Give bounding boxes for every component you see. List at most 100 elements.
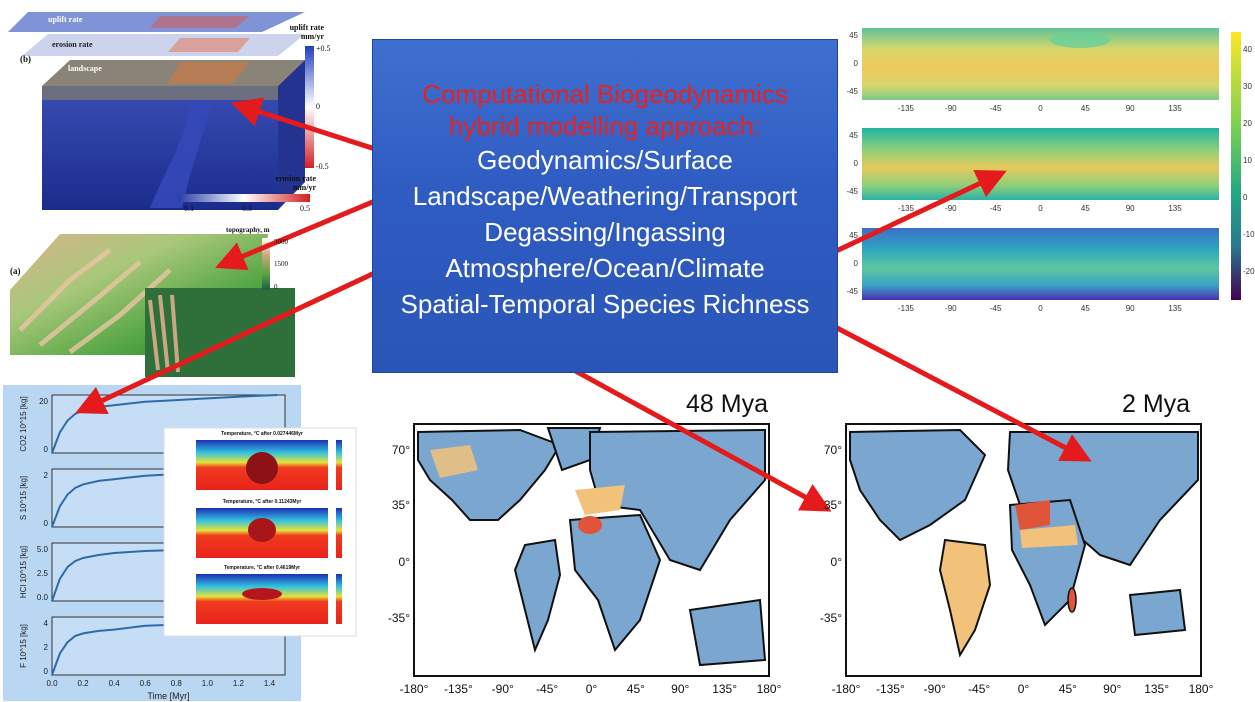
degassing-ytick-label: 4 [44, 619, 49, 628]
degassing-point [113, 628, 115, 631]
block-side-face [278, 60, 305, 210]
warm-region [575, 485, 625, 515]
temperature-panels [163, 427, 357, 637]
arrow-to-topography [215, 195, 383, 271]
uplift-colorbar [305, 46, 314, 168]
climate-xtick-label: -135 [897, 104, 914, 113]
degassing-point [97, 630, 100, 632]
degassing-ytick-label: 5.0 [37, 545, 49, 554]
world-ytick-label: 70° [391, 443, 410, 457]
climate-xtick-label: 45 [1080, 204, 1090, 213]
climate-colorbar-tick: 10 [1243, 156, 1252, 165]
degassing-point [66, 566, 69, 568]
climate-xtick-label: -135 [897, 204, 914, 213]
australia-antarctica [688, 598, 767, 667]
topo-front-terrain [145, 288, 295, 377]
magma-body [248, 518, 276, 542]
degassing-xtick-label: 1.4 [264, 679, 276, 688]
australia [1128, 588, 1187, 637]
degassing-point [144, 401, 146, 403]
world-xtick-label: -180° [399, 682, 429, 696]
temperature-panel [196, 508, 342, 558]
climate-ytick-label: -45 [846, 87, 858, 96]
map-title-2mya: 2 Mya [1122, 390, 1191, 418]
warm-band [1020, 525, 1078, 548]
climate-colorbar [1231, 32, 1241, 300]
world-ytick-label: 35° [391, 498, 410, 512]
world-xtick-label: 135° [1144, 682, 1170, 696]
degassing-point [59, 652, 61, 655]
degassing-point [276, 394, 279, 396]
degassing-xtick-label: 0.8 [171, 679, 183, 688]
topo-colorbar [262, 238, 270, 290]
degassing-point [66, 641, 69, 643]
degassing-point [113, 404, 115, 407]
degassing-point [59, 431, 61, 434]
climate-xtick-label: -45 [989, 104, 1002, 113]
world-ytick-label: -35° [387, 611, 410, 625]
degassing-point [144, 475, 146, 477]
temperature-colorbar [336, 440, 342, 490]
world-ytick-label: 0° [398, 555, 410, 569]
climate-ytick-label: 45 [849, 131, 858, 140]
climate-xtick-label: 0 [1038, 104, 1043, 113]
degassing-xtick-label: 0.4 [109, 679, 121, 688]
degassing-point [82, 632, 84, 635]
center-title-line2: hybrid modelling approach: [448, 111, 762, 141]
map-title-48mya: 48 Mya [686, 390, 768, 418]
degassing-point [51, 600, 53, 602]
climate-colorbar-tick: -20 [1243, 267, 1255, 276]
climate-xtick-label: -90 [945, 204, 957, 213]
climate-xtick-label: 0 [1038, 204, 1043, 213]
south-america [513, 538, 562, 654]
temperature-panel [196, 440, 342, 490]
uplift-legend-title-line2: mm/yr [300, 32, 324, 41]
climate-xtick-label: 90 [1125, 204, 1135, 213]
world-xtick-label: 0° [1017, 682, 1030, 696]
uplift-legend-title: uplift rate mm/yr [278, 23, 324, 41]
climate-xtick-label: 135 [1168, 304, 1182, 313]
degassing-point [59, 578, 61, 580]
topo-tick-high: 3000 [274, 238, 288, 246]
center-title-line1: Computational Biogeodynamics [422, 79, 788, 109]
eurasia [589, 428, 766, 572]
climate-xtick-label: -45 [989, 304, 1002, 313]
climate-colorbar-tick: -10 [1243, 230, 1255, 239]
degassing-xtick-label: 1.0 [202, 679, 214, 688]
center-item-geodynamics: Geodynamics/Surface [477, 145, 733, 175]
layer-label-landscape: landscape [68, 64, 102, 73]
world-xtick-label: 90° [671, 682, 690, 696]
world-xtick-label: 135° [712, 682, 738, 696]
block-model-figure [8, 12, 314, 210]
world-xtick-label: -90° [923, 682, 946, 696]
world-xtick-label: 0° [585, 682, 598, 696]
temperature-colorbar [336, 574, 342, 624]
world-ytick-label: 70° [823, 443, 842, 457]
erosion-legend-title: erosion rate mm/yr [268, 174, 316, 192]
topography-figure [10, 234, 295, 377]
erosion-hotspot [168, 38, 250, 52]
climate-xtick-label: 0 [1038, 304, 1043, 313]
degassing-point [237, 395, 240, 398]
topo-ridges [18, 248, 172, 355]
degassing-xtick-label: 0.6 [140, 679, 152, 688]
degassing-ytick-label: 2 [44, 471, 49, 480]
warm-region-na [430, 445, 478, 478]
center-item-degassing: Degassing/Ingassing [484, 217, 726, 247]
uplift-tick-bottom: -0.5 [316, 162, 329, 171]
erosion-legend-title-line2: mm/yr [292, 183, 316, 192]
temperature-title-1: Temperature, °C after 0.027446Myr [221, 431, 303, 437]
climate-ytick-label: 0 [853, 59, 858, 68]
degassing-point [175, 399, 178, 401]
climate-xtick-label: -90 [945, 104, 957, 113]
eurasia [1006, 431, 1199, 567]
center-item-atmosphere: Atmosphere/Ocean/Climate [445, 253, 765, 283]
climate-ytick-label: 0 [853, 159, 858, 168]
south-america [938, 538, 992, 658]
world-ytick-label: 0° [830, 555, 842, 569]
erosion-colorbar [178, 194, 310, 202]
degassing-point [66, 419, 69, 422]
degassing-ytick-label: 2 [44, 643, 49, 652]
magma-body [246, 452, 278, 484]
